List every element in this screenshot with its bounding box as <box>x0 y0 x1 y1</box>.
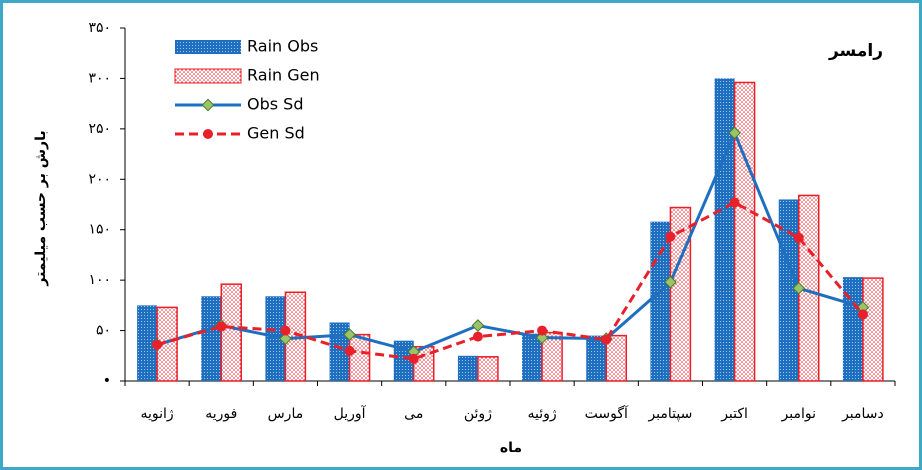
line-marker <box>279 332 292 346</box>
chart: رامسر بارش بر حسب میلیمتر ماه • ۵۰ ۱۰۰ ۱۵۰ ۲… <box>33 20 896 456</box>
y-tick-label: ۱۰۰ <box>88 272 111 288</box>
bar <box>650 221 671 381</box>
x-tick-label: آگوست <box>585 405 629 422</box>
line-marker <box>407 345 421 359</box>
bar <box>778 199 799 381</box>
line-marker <box>472 331 483 342</box>
line-marker <box>729 197 740 208</box>
line-marker <box>792 281 806 295</box>
line-marker <box>665 231 676 242</box>
y-axis-label: بارش بر حسب میلیمتر <box>33 130 49 286</box>
y-tick-label: ۵۰ <box>96 323 111 339</box>
legend-swatch <box>175 40 241 54</box>
x-tick-label: دسامبر <box>841 406 884 422</box>
bar <box>522 333 543 381</box>
y-tick-label: ۲۰۰ <box>88 171 111 187</box>
y-tick-label: • <box>103 373 111 389</box>
x-tick-label: نوامبر <box>781 406 816 422</box>
y-tick-label: ۳۰۰ <box>88 70 111 86</box>
line-marker <box>601 334 612 345</box>
bar <box>541 331 563 382</box>
line <box>156 129 864 354</box>
line-marker <box>856 301 870 314</box>
line-marker <box>537 325 548 336</box>
y-tick-label: ۱۵۰ <box>88 222 111 238</box>
x-tick-label: ژوئیه <box>528 406 557 422</box>
bar <box>733 81 756 382</box>
line-marker <box>344 345 355 356</box>
legend-marker <box>203 129 213 139</box>
x-tick-label: ژانویه <box>140 406 173 422</box>
y-tick-label: ۲۵۰ <box>88 121 111 137</box>
legend-label: Gen Sd <box>247 124 305 143</box>
legend-label: Rain Obs <box>247 37 318 56</box>
line-marker <box>664 275 677 289</box>
legend-label: Obs Sd <box>247 95 303 114</box>
line-marker <box>857 309 868 320</box>
legend-marker <box>201 98 215 112</box>
legend-label: Rain Gen <box>247 66 320 85</box>
x-axis-label: ماه <box>500 440 522 456</box>
line <box>156 200 865 361</box>
bar <box>137 305 158 381</box>
bar <box>220 283 242 382</box>
line-marker <box>728 126 741 140</box>
bar <box>605 334 627 382</box>
bar <box>457 355 478 381</box>
bar <box>714 78 735 381</box>
x-tick-label: می <box>404 406 423 422</box>
x-tick-label: اکتبر <box>720 406 748 422</box>
line-marker <box>408 353 419 364</box>
line-marker <box>471 319 485 332</box>
x-tick-label: فوریه <box>205 406 237 422</box>
x-tick-label: سپتامبر <box>647 406 692 422</box>
line-marker <box>793 232 804 243</box>
bar <box>862 277 884 382</box>
line-marker <box>343 328 356 341</box>
x-tick-label: آوریل <box>334 405 367 422</box>
bar <box>201 296 222 381</box>
bar <box>586 335 607 381</box>
y-tick-label: ۳۵۰ <box>88 20 111 36</box>
line-marker <box>280 325 291 336</box>
bar <box>329 322 350 381</box>
line-marker <box>216 321 227 332</box>
line-marker <box>535 331 549 344</box>
x-tick-label: مارس <box>268 406 304 422</box>
chart-title: رامسر <box>828 41 883 61</box>
bar <box>477 356 499 382</box>
bar <box>348 333 371 382</box>
line-marker <box>152 339 163 350</box>
x-tick-label: ژوئن <box>464 406 492 422</box>
bar <box>265 296 286 381</box>
legend-swatch <box>174 68 242 84</box>
